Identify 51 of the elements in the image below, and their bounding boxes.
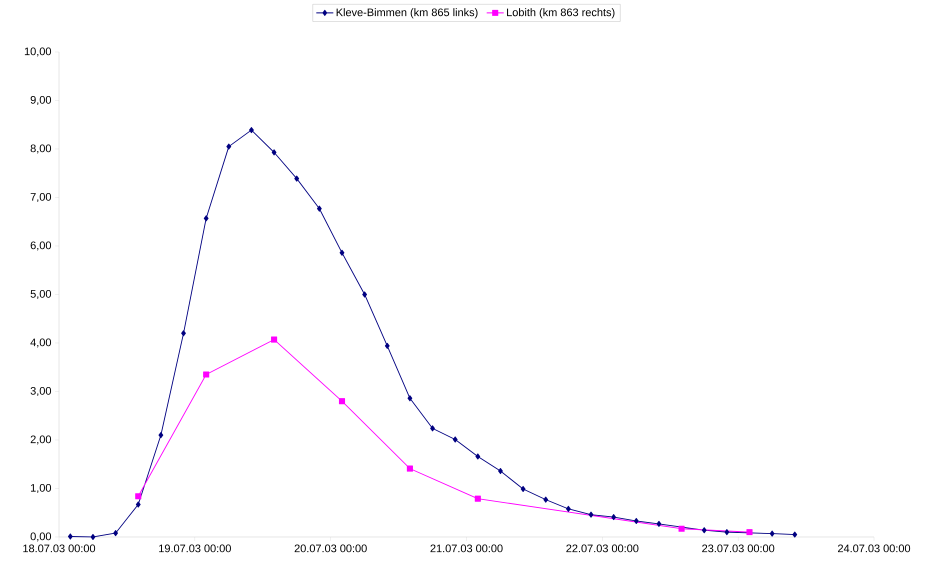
y-tick-label: 7,00 xyxy=(30,192,52,202)
y-tick-label: 6,00 xyxy=(30,241,52,251)
point xyxy=(272,149,276,156)
point xyxy=(384,342,390,349)
x-tick-label: 23.07.03 00:00 xyxy=(702,544,774,552)
y-tick-label: 1,00 xyxy=(30,484,52,494)
y-tick-label: 2,00 xyxy=(30,435,52,445)
point xyxy=(770,530,775,537)
point xyxy=(452,436,458,443)
y-tick-label: 5,00 xyxy=(30,290,52,300)
y-tick-label: 4,00 xyxy=(30,338,52,348)
x-tick-label: 24.07.03 00:00 xyxy=(838,544,910,552)
y-tick-label: 8,00 xyxy=(30,144,52,154)
point xyxy=(113,530,118,536)
legend-label: Lobith (km 863 rechts) xyxy=(507,8,614,18)
point xyxy=(566,506,571,512)
point xyxy=(588,512,594,518)
point xyxy=(136,501,141,508)
point xyxy=(181,330,186,336)
point xyxy=(340,250,344,256)
x-tick-label: 18.07.03 00:00 xyxy=(23,544,96,552)
y-tick-label: 3,00 xyxy=(30,386,52,396)
point xyxy=(656,520,662,527)
y-tick-label: 9,00 xyxy=(30,96,52,106)
point xyxy=(408,395,412,402)
point xyxy=(362,291,368,298)
x-tick-label: 21.07.03 00:00 xyxy=(430,544,503,552)
point xyxy=(498,468,503,474)
point xyxy=(702,527,707,534)
y-tick-label: 10,00 xyxy=(24,47,52,57)
x-tick-label: 19.07.03 00:00 xyxy=(159,544,231,552)
y-tick-label: 0,00 xyxy=(30,532,52,542)
point xyxy=(204,215,209,222)
point xyxy=(520,486,526,492)
point xyxy=(475,453,480,460)
point xyxy=(611,514,616,520)
point xyxy=(792,532,798,538)
point xyxy=(543,496,548,503)
point xyxy=(68,533,73,540)
point xyxy=(90,534,96,540)
point xyxy=(316,206,322,212)
point xyxy=(226,144,232,150)
point xyxy=(294,176,300,182)
x-tick-label: 22.07.03 00:00 xyxy=(566,544,638,552)
point xyxy=(158,432,164,438)
point xyxy=(430,425,435,432)
point xyxy=(634,518,639,524)
legend-label: Kleve-Bimmen (km 865 links) xyxy=(336,8,478,18)
point xyxy=(724,529,730,536)
x-tick-label: 20.07.03 00:00 xyxy=(294,544,367,552)
point xyxy=(249,127,254,134)
